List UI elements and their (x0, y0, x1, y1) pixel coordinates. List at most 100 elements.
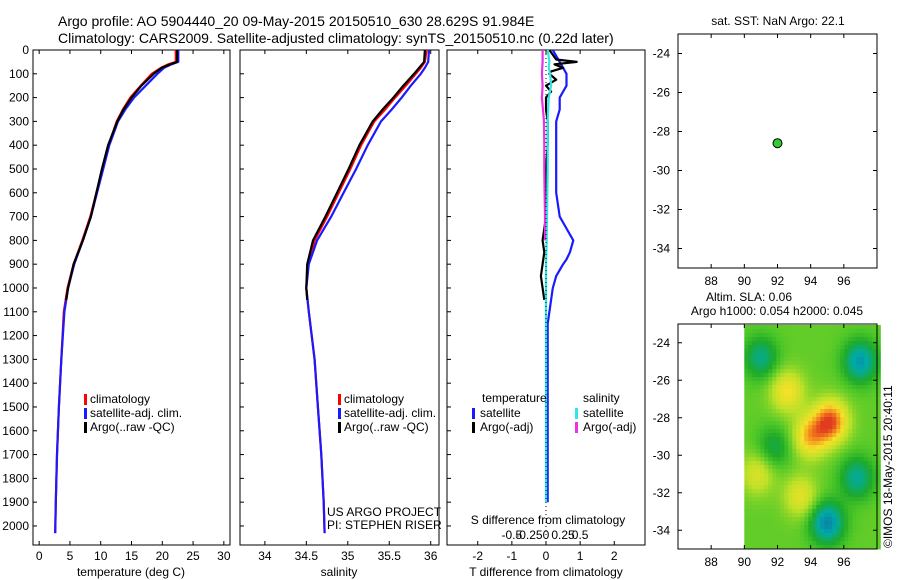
sla-heat-cell (844, 497, 849, 502)
sla-heat-cell (796, 377, 801, 382)
sla-heat-cell (808, 445, 813, 450)
sla-heat-cell (796, 457, 801, 462)
sla-heat-cell (812, 477, 817, 482)
sla-heat-cell (776, 373, 781, 378)
sla-heat-cell (772, 357, 777, 362)
sla-heat-cell (840, 541, 845, 546)
sla-heat-cell (776, 445, 781, 450)
sla-heat-cell (864, 417, 869, 422)
lon-tick-label: 90 (738, 555, 752, 569)
sla-heat-cell (816, 365, 821, 370)
sla-heat-cell (824, 461, 829, 466)
sla-heat-cell (752, 425, 757, 430)
sla-heat-cell (872, 473, 877, 478)
sla-heat-cell (748, 417, 753, 422)
sla-heat-cell (804, 397, 809, 402)
sla-heat-cell (792, 333, 797, 338)
sla-heat-cell (840, 493, 845, 498)
sla-heat-cell (820, 397, 825, 402)
depth-tick-label: 1700 (2, 448, 29, 462)
sla-heat-cell (792, 361, 797, 366)
legend-swatch-satellite (84, 408, 87, 419)
sla-heat-cell (816, 501, 821, 506)
sla-heat-cell (836, 421, 841, 426)
depth-tick-label: 1100 (3, 305, 29, 319)
sla-heat-cell (796, 337, 801, 342)
sla-heat-cell (860, 333, 865, 338)
sla-heat-cell (876, 429, 881, 434)
sla-heat-cell (784, 353, 789, 358)
sla-heat-cell (828, 469, 833, 474)
sla-heat-cell (808, 497, 813, 502)
sla-heat-cell (792, 381, 797, 386)
sla-heat-cell (744, 453, 749, 458)
sla-heat-cell (876, 485, 881, 490)
sla-heat-cell (796, 329, 801, 334)
sla-heat-cell (824, 333, 829, 338)
sla-heat-cell (768, 509, 773, 514)
depth-tick-label: 1300 (2, 352, 29, 366)
sla-heat-cell (792, 537, 797, 542)
sla-heat-cell (872, 433, 877, 438)
sla-heat-cell (780, 473, 785, 478)
sla-heat-cell (816, 409, 821, 414)
sla-heat-cell (784, 413, 789, 418)
sla-heat-cell (764, 489, 769, 494)
sla-heat-cell (780, 381, 785, 386)
sla-heat-cell (876, 425, 881, 430)
sla-heat-cell (868, 377, 873, 382)
sla-heat-cell (864, 481, 869, 486)
sla-heat-cell (756, 453, 761, 458)
sla-heat-cell (756, 389, 761, 394)
sla-heat-cell (864, 497, 869, 502)
sla-heat-cell (792, 449, 797, 454)
sla-heat-cell (848, 465, 853, 470)
sla-heat-cell (804, 361, 809, 366)
sla-heat-cell (872, 513, 877, 518)
sla-heat-cell (832, 373, 837, 378)
sla-heat-cell (748, 509, 753, 514)
sla-heat-cell (820, 429, 825, 434)
sla-heat-cell (744, 333, 749, 338)
legend-label-t-argo: Argo(-adj) (480, 420, 533, 434)
sla-heat-cell (756, 353, 761, 358)
sla-heat-cell (816, 437, 821, 442)
sla-heat-cell (768, 517, 773, 522)
sla-heat-cell (836, 469, 841, 474)
sla-heat-cell (800, 357, 805, 362)
sla-heat-cell (860, 393, 865, 398)
sla-heat-cell (756, 349, 761, 354)
sla-heat-cell (840, 509, 845, 514)
sla-heat-cell (836, 361, 841, 366)
sla-heat-cell (844, 329, 849, 334)
sla-heat-cell (780, 429, 785, 434)
sla-heat-cell (864, 441, 869, 446)
sla-heat-cell (752, 493, 757, 498)
sla-heat-cell (864, 541, 869, 546)
sla-heat-cell (752, 341, 757, 346)
sla-heat-cell (792, 405, 797, 410)
sla-heat-cell (832, 429, 837, 434)
sla-heat-cell (832, 485, 837, 490)
sla-heat-cell (816, 485, 821, 490)
sla-heat-cell (784, 409, 789, 414)
legend-swatch-climatology (84, 394, 87, 405)
sla-heat-cell (828, 465, 833, 470)
sla-heat-cell (756, 489, 761, 494)
sla-heat-cell (824, 517, 829, 522)
sla-heat-cell (840, 389, 845, 394)
sla-heat-cell (832, 413, 837, 418)
sla-heat-cell (828, 381, 833, 386)
sla-heat-cell (800, 433, 805, 438)
sla-heat-cell (788, 489, 793, 494)
sla-heat-cell (832, 453, 837, 458)
sla-heat-cell (800, 333, 805, 338)
sla-heat-cell (764, 445, 769, 450)
sla-heat-cell (800, 505, 805, 510)
sla-heat-cell (824, 405, 829, 410)
sla-heat-cell (812, 453, 817, 458)
sla-heat-cell (800, 409, 805, 414)
sla-heat-cell (772, 441, 777, 446)
sla-heat-cell (832, 357, 837, 362)
sla-heat-cell (796, 433, 801, 438)
